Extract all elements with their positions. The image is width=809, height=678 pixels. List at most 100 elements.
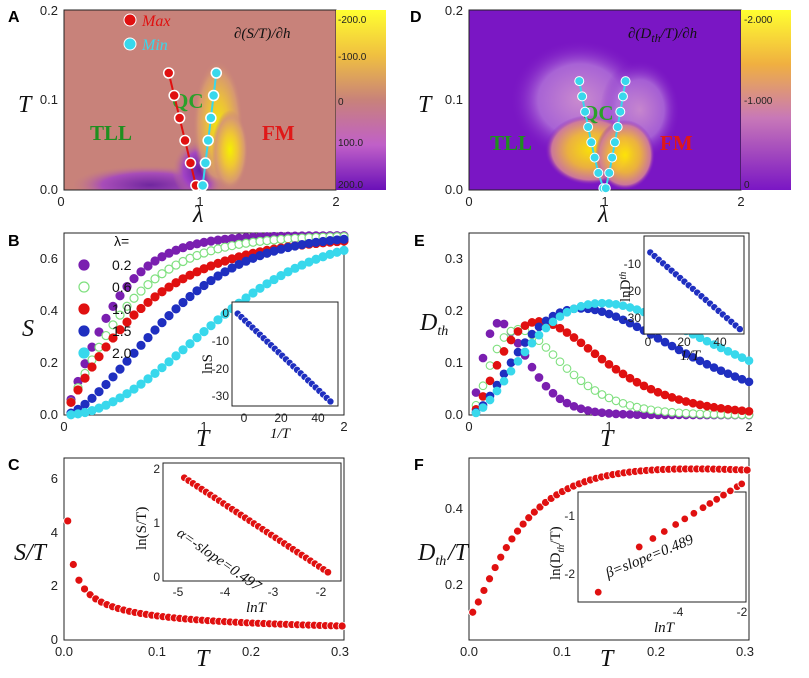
curve-e-point	[534, 322, 544, 332]
curve-b-point-1.5	[339, 234, 349, 244]
max-point	[162, 67, 175, 79]
curve-e-point	[639, 381, 649, 391]
curve-e-point	[562, 328, 572, 337]
curve-b-point-1.5	[157, 318, 167, 328]
curve-e-point	[653, 333, 663, 343]
curve-e-point	[506, 335, 516, 345]
legend-b-label-2.0: 2.0	[112, 345, 132, 361]
y-axis-label-f: DthS/T	[417, 540, 446, 569]
inset-e-ticks: 0 20 40 -10 -20 -30	[624, 257, 727, 349]
curve-e-point	[611, 409, 621, 419]
curve-e-point	[695, 333, 705, 343]
curve-b-point-1.0	[150, 292, 160, 302]
inset-f-y-tick: -1	[564, 509, 575, 523]
ticks-c: 0.0 0.1 0.2 0.3 0 2 4 6	[51, 471, 349, 659]
inset-f-x-tick: -4	[673, 605, 684, 619]
curve-e-point	[688, 398, 698, 408]
x-tick-f: 0.2	[647, 644, 665, 659]
curve-e-point	[604, 359, 614, 369]
inset-c-x-tick: -5	[173, 585, 184, 599]
curve-e-point	[478, 392, 488, 401]
curve-e-point	[555, 312, 565, 321]
curve-e-point	[478, 353, 488, 363]
inset-e-x-tick: 40	[713, 335, 727, 349]
curve-f-point	[490, 563, 500, 572]
curve-b-point-1.0	[157, 287, 167, 297]
curve-e-point	[611, 312, 621, 322]
curve-e-point	[674, 345, 684, 355]
curve-e-point	[506, 326, 516, 336]
curve-b-point-2.0	[255, 283, 265, 293]
curve-b-point-0.2	[122, 282, 132, 292]
x-axis-label-f: T	[600, 646, 615, 672]
y-tick-a: 0.1	[40, 92, 58, 107]
curve-e-point	[646, 405, 656, 415]
curve-b-point-0.2	[143, 261, 153, 271]
curve-e-point	[506, 358, 516, 368]
panel-label-f: F	[414, 457, 424, 474]
curve-b-point-1.5	[122, 356, 132, 366]
curve-e-point	[646, 384, 656, 394]
curve-c-point	[74, 575, 84, 585]
curve-e-point	[674, 395, 684, 404]
inset-f-point	[712, 495, 721, 504]
curve-e-point	[569, 370, 579, 380]
curve-e-point	[618, 301, 628, 311]
curve-e-point	[597, 298, 607, 308]
curve-b-point-2.0	[339, 245, 349, 255]
curve-e-point	[583, 343, 593, 353]
curve-e-point	[604, 409, 614, 418]
curve-e-point	[541, 381, 551, 391]
curve-b-point-0.6	[129, 293, 139, 303]
curve-e-point	[590, 299, 600, 308]
curve-e-point	[681, 349, 691, 358]
heatmap-a-title: ∂(S/T)/∂h	[234, 26, 291, 42]
curve-b-point-1.0	[101, 342, 111, 352]
y-tick-e: 0.2	[445, 303, 463, 318]
min-point	[207, 89, 220, 102]
inset-b-x-tick: 40	[311, 411, 325, 425]
inset-c-x-label: lnT	[246, 600, 268, 616]
curve-e-point	[534, 373, 544, 382]
y-tick-b: 0.2	[40, 355, 58, 370]
curve-e-point	[597, 390, 607, 399]
curve-b-point-2.0	[192, 333, 202, 343]
legend-b-marker-0.6	[78, 281, 90, 293]
curve-e-point	[695, 356, 705, 366]
legend-b-marker-1.0	[78, 303, 90, 315]
curve-c-point	[63, 516, 73, 526]
curve-e-point	[548, 350, 558, 359]
region-label-tll: TLL	[90, 121, 132, 145]
legend-min-marker	[123, 37, 137, 51]
y-tick-d: 0.0	[445, 182, 463, 197]
curve-e-point	[499, 319, 509, 329]
curve-e-point	[597, 354, 607, 364]
curve-b-point-2.0	[248, 288, 258, 298]
curve-f-point	[535, 502, 545, 512]
curve-b-point-0.6	[164, 264, 174, 274]
x-tick-b: 2	[340, 419, 347, 434]
inset-f-point	[680, 514, 689, 524]
inset-c-point	[323, 568, 333, 577]
x-tick-d: 1	[601, 194, 608, 209]
inset-c-y-tick: 1	[153, 516, 160, 530]
x-tick-c: 0.0	[55, 644, 73, 659]
curve-e-point	[499, 376, 509, 386]
curve-f-point	[529, 507, 539, 517]
curve-e-point	[485, 329, 495, 339]
y-tick-d: 0.1	[445, 92, 463, 107]
inset-e-y-tick: -30	[624, 311, 642, 325]
curve-e-point	[513, 327, 523, 336]
curve-b-point-2.0	[115, 393, 125, 403]
y-tick-c: 6	[51, 471, 58, 486]
curve-e-point	[716, 343, 726, 353]
panel-label-b: B	[8, 233, 20, 250]
curve-b-point-1.5	[213, 271, 223, 281]
x-tick-a: 1	[196, 194, 203, 209]
extremum-point	[589, 152, 600, 163]
y-axis-label-b: S	[22, 316, 34, 342]
extremum-point	[615, 106, 626, 117]
curve-e-point	[555, 323, 565, 333]
curve-e-point	[681, 397, 691, 406]
curve-b-point-2.0	[283, 267, 293, 277]
